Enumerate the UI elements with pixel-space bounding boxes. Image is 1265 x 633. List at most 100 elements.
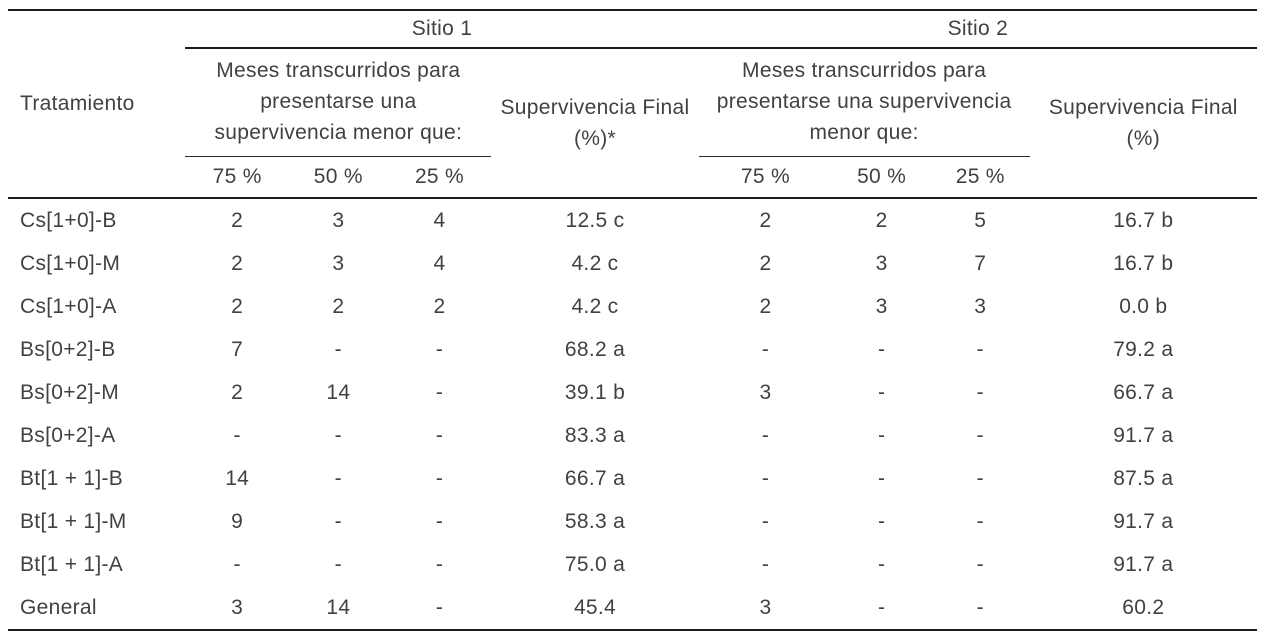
value-cell: - <box>334 509 342 533</box>
value-cell: 3 <box>875 294 888 318</box>
treatment-cell: Bs[0+2]-A <box>20 423 116 447</box>
value-cell: 7 <box>974 251 987 275</box>
value-cell: 2 <box>875 208 888 232</box>
value-cell: - <box>435 423 444 447</box>
value-cell: 9 <box>231 509 244 533</box>
value-cell: 79.2 a <box>1113 337 1174 361</box>
value-cell: - <box>976 380 984 404</box>
value-cell: 5 <box>974 208 987 232</box>
site1-final-header: Supervivencia Final (%)* <box>491 48 699 199</box>
value-cell: - <box>877 466 886 490</box>
table-row: Bs[0+2]-B 7 - - 68.2 a - - - 79.2 a <box>8 328 1257 371</box>
value-cell: 2 <box>332 294 345 318</box>
group-header-row: Meses transcurridos para presentarse una… <box>8 48 1257 199</box>
table-row: Bt[1 + 1]-M 9 - - 58.3 a - - - 91.7 a <box>8 500 1257 543</box>
value-cell: - <box>761 423 770 447</box>
value-cell: 60.2 <box>1029 586 1257 631</box>
value-cell: 2 <box>759 208 772 232</box>
treatment-cell: Bt[1 + 1]-M <box>20 509 127 533</box>
value-cell: 75.0 a <box>564 552 626 576</box>
table-row: Bs[0+2]-A - - - 83.3 a - - - 91.7 a <box>8 414 1257 457</box>
value-cell: - <box>976 466 984 490</box>
table-row: Bt[1 + 1]-A - - - 75.0 a - - - 91.7 a <box>8 543 1257 586</box>
table-row: General 3 14-45.4 3- -60.2 <box>8 586 1257 631</box>
value-cell: - <box>334 337 342 361</box>
value-cell: - <box>877 423 886 447</box>
value-cell: 3 <box>875 251 888 275</box>
value-cell: 58.3 a <box>564 509 626 533</box>
value-cell: 2 <box>759 294 772 318</box>
value-cell: - <box>976 552 984 576</box>
value-cell: 2 <box>231 208 244 232</box>
value-cell: 14 <box>326 380 351 404</box>
value-cell: 4 <box>433 251 446 275</box>
site1-months-header: Meses transcurridos para presentarse una… <box>185 48 492 157</box>
site2-title: Sitio 2 <box>698 10 1257 49</box>
value-cell: - <box>233 552 241 576</box>
value-cell: 87.5 a <box>1113 466 1174 490</box>
threshold-header-row: 75 % 50 % 25 % 75 % 50 % 25 % <box>8 156 1257 199</box>
site2-months-header: Meses transcurridos para presentarse una… <box>698 48 1030 157</box>
site2-final-header-line1: Supervivencia Final <box>1048 96 1238 119</box>
value-cell: 2 <box>759 251 772 275</box>
value-cell: 2 <box>231 380 244 404</box>
value-cell: 4.2 c <box>571 251 619 275</box>
table-row: Bt[1 + 1]-B 14 - - 66.7 a - - - 87.5 a <box>8 457 1257 500</box>
value-cell: 3 <box>974 294 987 318</box>
value-cell: 14 <box>289 586 388 631</box>
site1-threshold-25: 25 % <box>387 156 492 199</box>
value-cell: - <box>334 552 342 576</box>
table-row: Cs[1+0]-B 2 3 4 12.5 c 2 2 5 16.7 b <box>8 198 1257 242</box>
value-cell: 68.2 a <box>564 337 626 361</box>
table-row: Cs[1+0]-M 2 3 4 4.2 c 2 3 7 16.7 b <box>8 242 1257 285</box>
site1-threshold-75: 75 % <box>185 156 289 199</box>
value-cell: - <box>233 423 241 447</box>
treatment-cell: Bs[0+2]-M <box>20 380 119 404</box>
value-cell: - <box>877 509 886 533</box>
site-title-row: Tratamiento Sitio 1 Sitio 2 <box>8 10 1257 199</box>
value-cell: 91.7 a <box>1113 423 1174 447</box>
value-cell: 3 <box>185 586 289 631</box>
survival-table: Tratamiento Sitio 1 Sitio 2 Meses transc… <box>8 9 1257 631</box>
table-header: Tratamiento Sitio 1 Sitio 2 Meses transc… <box>8 10 1257 199</box>
value-cell: 3 <box>332 251 345 275</box>
value-cell: - <box>334 466 342 490</box>
value-cell: 14 <box>225 466 250 490</box>
site1-final-header-line1: Supervivencia Final <box>500 96 690 119</box>
value-cell: 3 <box>698 586 833 631</box>
value-cell: 3 <box>759 380 772 404</box>
value-cell: 16.7 b <box>1113 251 1174 275</box>
value-cell: - <box>435 337 444 361</box>
value-cell: 4 <box>433 208 446 232</box>
site2-final-header: Supervivencia Final (%) <box>1029 48 1257 199</box>
value-cell: - <box>761 552 770 576</box>
value-cell: - <box>930 586 1030 631</box>
value-cell: 2 <box>231 294 244 318</box>
table-body: Cs[1+0]-B 2 3 4 12.5 c 2 2 5 16.7 b Cs[1+0]-M 2 3 4 4… <box>8 198 1257 631</box>
treatment-column-header: Tratamiento <box>8 10 186 199</box>
value-cell: 3 <box>332 208 345 232</box>
site2-threshold-25: 25 % <box>930 156 1030 199</box>
value-cell: 2 <box>231 251 244 275</box>
site1-final-header-line2: (%)* <box>573 127 616 150</box>
value-cell: 83.3 a <box>564 423 626 447</box>
value-cell: 39.1 b <box>564 380 626 404</box>
site1-threshold-50: 50 % <box>289 156 388 199</box>
treatment-cell: General <box>8 586 186 631</box>
value-cell: 0.0 b <box>1119 294 1168 318</box>
table-row: Cs[1+0]-A 2 2 2 4.2 c 2 3 3 0.0 b <box>8 285 1257 328</box>
value-cell: - <box>435 466 444 490</box>
table-row: Bs[0+2]-M 2 14 - 39.1 b 3 - - 66.7 a <box>8 371 1257 414</box>
site2-final-header-line2: (%) <box>1126 127 1161 150</box>
value-cell: 91.7 a <box>1113 509 1174 533</box>
value-cell: 45.4 <box>491 586 699 631</box>
value-cell: - <box>761 466 770 490</box>
value-cell: - <box>761 509 770 533</box>
value-cell: 2 <box>433 294 446 318</box>
value-cell: 91.7 a <box>1113 552 1174 576</box>
value-cell: - <box>877 337 886 361</box>
value-cell: 4.2 c <box>571 294 619 318</box>
treatment-cell: Cs[1+0]-A <box>20 294 117 318</box>
treatment-cell: Cs[1+0]-B <box>20 208 117 232</box>
